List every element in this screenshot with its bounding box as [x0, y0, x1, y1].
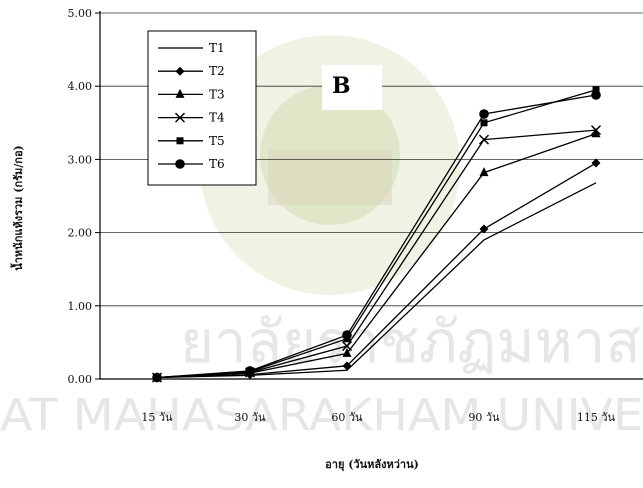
- marker-stroke: [174, 112, 186, 123]
- x-tick-label: 15 วัน: [141, 411, 173, 424]
- watermark: ยาลัยราชภัฏมหาสาร AT MAHASARAKHAM UNIVE: [0, 35, 643, 441]
- data-point: [341, 341, 353, 352]
- data-point: [479, 224, 489, 234]
- data-point: [342, 361, 352, 371]
- legend: T1 T2 T3 T4 T5 T6: [147, 30, 257, 186]
- legend-marker: [174, 112, 186, 123]
- watermark-line-english: AT MAHASARAKHAM UNIVE: [0, 390, 643, 441]
- data-point: [592, 86, 600, 94]
- x-tick-label: 115 วัน: [577, 411, 616, 424]
- y-tick-label: 1.00: [68, 300, 93, 313]
- marker-stroke: [590, 125, 602, 136]
- legend-item: T5: [158, 134, 225, 148]
- marker-stroke: [341, 341, 353, 352]
- y-tick-label: 4.00: [68, 80, 93, 93]
- data-point: [152, 372, 162, 383]
- legend-item: T6: [158, 157, 225, 171]
- series-lines: [151, 86, 602, 383]
- legend-marker: [175, 159, 185, 169]
- data-point: [591, 90, 601, 100]
- series-t6: [152, 90, 601, 383]
- legend-item: T3: [158, 87, 225, 101]
- panel-label: B: [332, 73, 351, 99]
- y-tick-labels: 0.00 1.00 2.00 3.00 4.00 5.00: [68, 7, 93, 386]
- x-axis-title: อายุ (วันหลังหว่าน): [325, 458, 419, 472]
- data-point: [478, 134, 490, 145]
- watermark-seal-base: [268, 150, 392, 205]
- legend-item: T1: [158, 41, 225, 55]
- data-point: [342, 347, 352, 357]
- legend-item: T2: [158, 64, 225, 78]
- legend-label: T4: [209, 111, 225, 125]
- legend-label: T5: [209, 134, 225, 148]
- y-tick-label: 2.00: [68, 227, 93, 240]
- x-tick-labels: 15 วัน 30 วัน 60 วัน 90 วัน 115 วัน: [141, 411, 615, 424]
- legend-label: T1: [209, 41, 225, 55]
- data-point: [342, 330, 352, 340]
- watermark-line-thai: ยาลัยราชภัฏมหาสาร: [180, 308, 643, 376]
- data-point: [245, 366, 255, 376]
- legend-item: T4: [158, 111, 225, 125]
- legend-label: T2: [209, 64, 225, 78]
- legend-marker: [176, 137, 184, 145]
- legend-marker: [175, 88, 185, 98]
- x-tick-label: 60 วัน: [331, 411, 363, 424]
- data-point: [479, 109, 489, 119]
- panel-label-bg: [322, 65, 382, 110]
- axes: [95, 11, 643, 380]
- y-tick-label: 3.00: [68, 153, 93, 166]
- data-point: [591, 128, 601, 138]
- data-point: [479, 167, 489, 177]
- legend-label: T3: [209, 87, 225, 101]
- data-point: [480, 119, 488, 127]
- legend-marker: [175, 66, 185, 76]
- legend-box: [147, 30, 257, 186]
- y-axis-title: น้ำหนักแห้งรวม (กรัม/กอ): [10, 145, 25, 271]
- data-point: [591, 158, 601, 168]
- data-point: [590, 125, 602, 136]
- x-tick-label: 30 วัน: [234, 411, 266, 424]
- y-tick-label: 0.00: [68, 373, 93, 386]
- y-tick-label: 5.00: [68, 7, 93, 20]
- x-tick-label: 90 วัน: [468, 411, 500, 424]
- marker-stroke: [478, 134, 490, 145]
- legend-label: T6: [209, 157, 225, 171]
